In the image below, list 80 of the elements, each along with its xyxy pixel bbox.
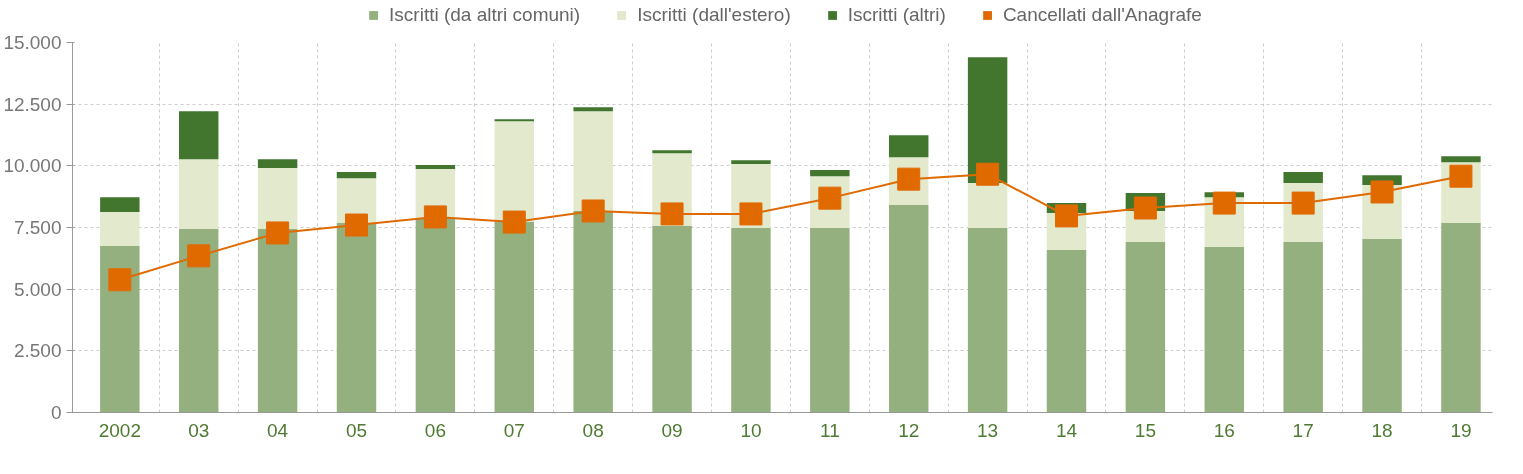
x-tick-label: 19 bbox=[1450, 419, 1472, 441]
bar bbox=[336, 172, 377, 179]
point bbox=[1449, 164, 1473, 188]
point bbox=[266, 221, 290, 245]
x-tick-label: 03 bbox=[188, 419, 210, 441]
bar bbox=[336, 223, 377, 413]
legend-label: Cancellati dall'Anagrafe bbox=[1002, 4, 1202, 26]
bar bbox=[652, 226, 692, 413]
x-tick-label: 11 bbox=[819, 419, 840, 441]
bar bbox=[1441, 223, 1481, 413]
y-tick-label: 10.000 bbox=[3, 155, 62, 177]
bar bbox=[179, 111, 219, 160]
x-tick-label: 15 bbox=[1134, 419, 1156, 441]
y-tick-label: 15.000 bbox=[3, 32, 62, 53]
bar bbox=[179, 159, 219, 229]
x-tick-label: 05 bbox=[345, 419, 368, 441]
point bbox=[976, 162, 1000, 186]
y-tick-label: 0 bbox=[50, 402, 62, 423]
bar bbox=[731, 160, 771, 165]
point bbox=[345, 213, 368, 237]
x-tick-label: 18 bbox=[1371, 419, 1393, 441]
x-tick-label: 06 bbox=[424, 419, 446, 441]
point bbox=[1055, 204, 1078, 228]
bar bbox=[494, 121, 534, 223]
bar bbox=[573, 111, 613, 211]
bar bbox=[652, 150, 692, 154]
bar bbox=[967, 227, 1008, 413]
x-tick-label: 13 bbox=[977, 419, 999, 441]
bar bbox=[494, 222, 534, 413]
bar bbox=[257, 159, 298, 169]
bar bbox=[100, 246, 140, 413]
bar bbox=[810, 170, 850, 177]
bar bbox=[1046, 249, 1087, 413]
legend-label: Iscritti (da altri comuni) bbox=[389, 4, 581, 26]
bar bbox=[415, 165, 456, 170]
point bbox=[739, 202, 763, 226]
x-tick-label: 17 bbox=[1292, 419, 1314, 441]
point bbox=[660, 202, 684, 226]
bar bbox=[1441, 156, 1481, 163]
y-tick-label: 2.500 bbox=[13, 340, 62, 362]
point bbox=[423, 205, 447, 229]
y-tick-label: 12.500 bbox=[3, 93, 62, 115]
x-tick-label: 2002 bbox=[98, 419, 141, 441]
point bbox=[187, 244, 211, 268]
bar bbox=[100, 211, 140, 246]
x-tick-label: 07 bbox=[503, 419, 525, 441]
x-tick-label: 08 bbox=[582, 419, 604, 441]
bar bbox=[1283, 172, 1323, 184]
bar bbox=[731, 227, 771, 413]
bar bbox=[967, 183, 1008, 228]
x-tick-label: 09 bbox=[661, 419, 683, 441]
y-tick-label: 5.000 bbox=[13, 278, 62, 300]
point bbox=[1133, 196, 1157, 220]
bar bbox=[1125, 242, 1166, 413]
bar bbox=[573, 210, 613, 413]
bar bbox=[889, 205, 929, 413]
x-tick-label: 16 bbox=[1213, 419, 1235, 441]
bar bbox=[415, 217, 456, 413]
bar bbox=[257, 168, 298, 229]
bar bbox=[889, 135, 929, 158]
x-tick-label: 14 bbox=[1055, 419, 1078, 441]
bar bbox=[1362, 238, 1402, 413]
bar bbox=[257, 228, 298, 413]
legend-label: Iscritti (altri) bbox=[847, 4, 946, 26]
x-tick-label: 04 bbox=[267, 419, 289, 441]
bar bbox=[573, 107, 613, 112]
x-tick-label: 10 bbox=[740, 419, 762, 441]
bar bbox=[100, 197, 140, 212]
bar bbox=[1283, 242, 1323, 413]
x-tick-label: 12 bbox=[898, 419, 920, 441]
point bbox=[1370, 180, 1394, 204]
bar bbox=[810, 227, 850, 413]
bar bbox=[179, 228, 219, 413]
y-tick-label: 7.500 bbox=[13, 217, 62, 238]
point bbox=[581, 199, 605, 223]
point bbox=[108, 268, 132, 292]
legend-label: Iscritti (dall'estero) bbox=[637, 4, 791, 26]
bar bbox=[1204, 246, 1244, 413]
point bbox=[1212, 191, 1236, 215]
point bbox=[502, 210, 526, 234]
